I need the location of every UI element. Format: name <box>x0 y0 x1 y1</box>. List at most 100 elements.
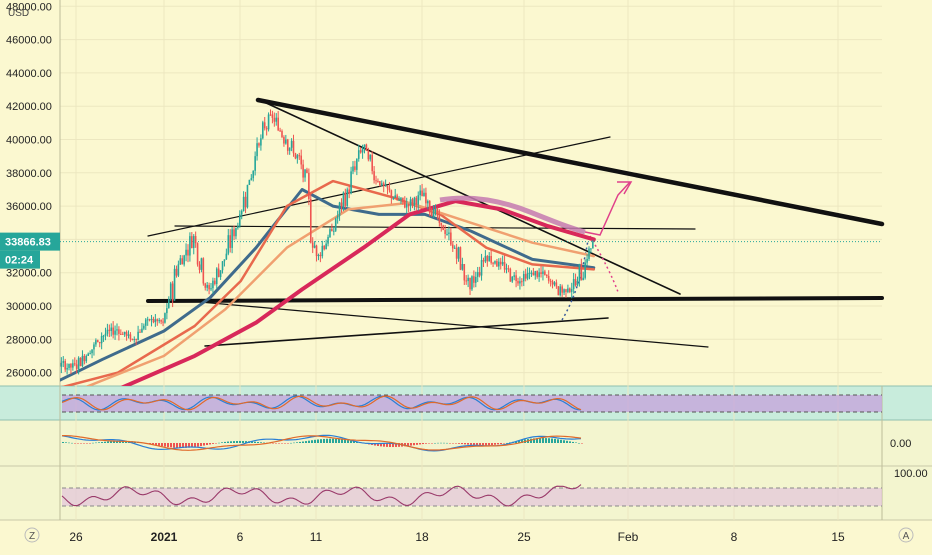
candle-body[interactable] <box>62 361 65 363</box>
candle-body[interactable] <box>457 247 460 259</box>
candle-body[interactable] <box>354 166 356 170</box>
macd-histogram-bar[interactable] <box>566 440 568 443</box>
macd-histogram-bar[interactable] <box>530 438 532 443</box>
macd-histogram-bar[interactable] <box>188 443 190 448</box>
candle-body[interactable] <box>306 169 308 173</box>
candle-body[interactable] <box>181 258 184 265</box>
macd-histogram-bar[interactable] <box>326 438 328 443</box>
candle-body[interactable] <box>235 228 237 237</box>
candle-body[interactable] <box>336 215 339 219</box>
candle-body[interactable] <box>325 243 327 250</box>
macd-histogram-bar[interactable] <box>563 440 565 443</box>
macd-histogram-bar[interactable] <box>443 442 445 444</box>
macd-histogram-bar[interactable] <box>497 443 499 445</box>
macd-histogram-bar[interactable] <box>539 438 541 443</box>
macd-histogram-bar[interactable] <box>344 439 346 443</box>
candle-body[interactable] <box>271 114 274 118</box>
macd-histogram-bar[interactable] <box>74 443 76 444</box>
candle-body[interactable] <box>100 335 103 344</box>
candle-body[interactable] <box>304 169 306 178</box>
candle-body[interactable] <box>329 229 331 238</box>
stochrsi-d-line[interactable] <box>61 395 582 411</box>
macd-histogram-bar[interactable] <box>302 441 304 443</box>
candle-body[interactable] <box>402 197 404 201</box>
macd-histogram-bar[interactable] <box>299 441 301 443</box>
macd-histogram-bar[interactable] <box>179 443 181 448</box>
macd-histogram-bar[interactable] <box>284 443 286 444</box>
macd-histogram-bar[interactable] <box>485 443 487 446</box>
candle-body[interactable] <box>521 281 523 283</box>
macd-histogram-bar[interactable] <box>155 443 157 446</box>
candle-body[interactable] <box>428 201 431 213</box>
candle-body[interactable] <box>125 331 128 336</box>
candle-body[interactable] <box>77 357 80 369</box>
candle-body[interactable] <box>72 363 74 368</box>
candle-body[interactable] <box>121 333 124 335</box>
candle-body[interactable] <box>144 319 147 326</box>
candle-body[interactable] <box>110 327 113 331</box>
candle-body[interactable] <box>87 353 90 356</box>
candle-body[interactable] <box>371 154 373 172</box>
candle-body[interactable] <box>476 272 479 277</box>
macd-histogram-bar[interactable] <box>461 443 463 445</box>
macd-histogram-bar[interactable] <box>281 443 283 444</box>
candle-body[interactable] <box>405 204 408 208</box>
candle-body[interactable] <box>346 189 349 206</box>
candle-body[interactable] <box>252 170 255 179</box>
macd-histogram-bar[interactable] <box>491 443 493 446</box>
moving-average-line[interactable] <box>72 201 596 393</box>
macd-histogram-bar[interactable] <box>395 443 397 447</box>
candle-body[interactable] <box>509 268 512 282</box>
candle-body[interactable] <box>450 232 452 245</box>
macd-histogram-bar[interactable] <box>200 443 202 447</box>
candle-body[interactable] <box>198 264 201 270</box>
candle-body[interactable] <box>494 261 496 264</box>
candle-body[interactable] <box>356 158 358 170</box>
candle-body[interactable] <box>519 281 521 284</box>
candle-body[interactable] <box>323 245 326 250</box>
macd-histogram-bar[interactable] <box>152 443 154 445</box>
candle-body[interactable] <box>309 199 312 243</box>
candle-body[interactable] <box>154 319 157 323</box>
candle-body[interactable] <box>540 272 542 274</box>
macd-histogram-bar[interactable] <box>203 443 205 446</box>
candle-body[interactable] <box>294 153 297 159</box>
candle-body[interactable] <box>503 262 506 270</box>
candle-body[interactable] <box>290 140 293 148</box>
candle-body[interactable] <box>150 318 153 320</box>
macd-histogram-bar[interactable] <box>191 443 193 448</box>
candle-body[interactable] <box>379 181 381 186</box>
candle-body[interactable] <box>191 236 193 248</box>
macd-histogram-bar[interactable] <box>347 440 349 443</box>
macd-histogram-bar[interactable] <box>479 443 481 446</box>
macd-histogram-bar[interactable] <box>68 442 70 444</box>
candle-body[interactable] <box>189 236 191 256</box>
macd-histogram-bar[interactable] <box>272 443 274 444</box>
candle-body[interactable] <box>365 144 368 151</box>
macd-histogram-bar[interactable] <box>80 443 82 444</box>
candle-body[interactable] <box>528 272 531 274</box>
candle-body[interactable] <box>398 199 400 201</box>
candle-body[interactable] <box>300 155 302 165</box>
macd-histogram-bar[interactable] <box>416 443 418 445</box>
candle-body[interactable] <box>108 329 111 331</box>
macd-histogram-bar[interactable] <box>578 442 580 444</box>
macd-histogram-bar[interactable] <box>71 442 73 444</box>
falling-channel-bottom-line[interactable] <box>199 301 709 348</box>
candle-body[interactable] <box>137 331 139 340</box>
macd-histogram-bar[interactable] <box>518 440 520 443</box>
candle-body[interactable] <box>547 276 550 281</box>
candle-body[interactable] <box>273 117 276 122</box>
candle-body[interactable] <box>70 363 72 368</box>
macd-signal-line[interactable] <box>62 435 582 451</box>
candle-body[interactable] <box>258 143 260 146</box>
candle-body[interactable] <box>417 195 420 205</box>
candle-body[interactable] <box>59 360 61 367</box>
candle-body[interactable] <box>286 139 289 151</box>
zoom-button-label[interactable]: Z <box>29 531 35 542</box>
candle-body[interactable] <box>471 276 473 290</box>
candle-body[interactable] <box>501 262 504 265</box>
candle-body[interactable] <box>465 280 468 282</box>
macd-histogram-bar[interactable] <box>104 441 106 443</box>
candle-body[interactable] <box>407 204 410 207</box>
